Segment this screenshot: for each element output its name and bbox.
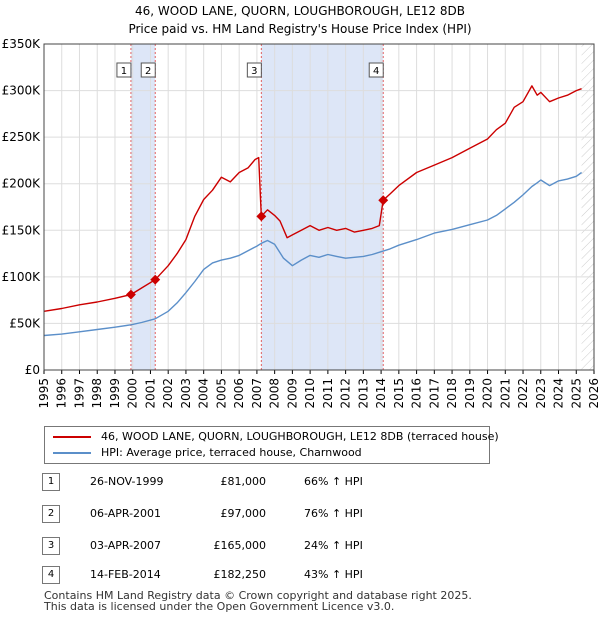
sale-hpi-change: 76% ↑ HPI xyxy=(304,507,363,520)
y-tick-label: £350K xyxy=(2,37,42,51)
chart-title-block: 46, WOOD LANE, QUORN, LOUGHBOROUGH, LE12… xyxy=(0,2,600,38)
footer: Contains HM Land Registry data © Crown c… xyxy=(44,590,472,612)
sale-price: £81,000 xyxy=(220,475,267,488)
x-tick-label: 2016 xyxy=(410,378,424,409)
x-tick-label: 2012 xyxy=(339,378,353,409)
x-tick-label: 2026 xyxy=(587,378,600,409)
x-tick-label: 2024 xyxy=(552,378,566,409)
sale-price: £165,000 xyxy=(213,539,267,552)
sale-row: 1 26-NOV-1999 £81,000 66% ↑ HPI xyxy=(42,473,442,491)
y-tick-label: £300K xyxy=(2,84,42,98)
x-tick-label: 2008 xyxy=(268,378,282,409)
x-tick-label: 2021 xyxy=(498,378,512,409)
x-tick-label: 2020 xyxy=(481,378,495,409)
y-tick-label: £250K xyxy=(2,130,42,144)
shaded-period xyxy=(261,44,384,370)
sale-hpi-change: 43% ↑ HPI xyxy=(304,568,363,581)
sale-marker-box xyxy=(368,62,384,78)
x-tick-label: 2001 xyxy=(143,378,157,409)
sale-marker-box xyxy=(140,62,156,78)
sale-row: 2 06-APR-2001 £97,000 76% ↑ HPI xyxy=(42,505,442,523)
sale-point xyxy=(256,211,267,222)
sale-date: 26-NOV-1999 xyxy=(90,475,164,488)
x-tick-label: 2010 xyxy=(303,378,317,409)
x-tick-label: 1997 xyxy=(72,378,86,409)
y-tick-label: £0 xyxy=(25,363,40,377)
shaded-period xyxy=(130,44,156,370)
x-tick-label: 1996 xyxy=(55,378,69,409)
sale-point xyxy=(125,289,136,300)
footer-licence: This data is licensed under the Open Gov… xyxy=(44,600,395,613)
sale-hpi-change: 24% ↑ HPI xyxy=(304,539,363,552)
y-tick-label: £150K xyxy=(2,223,42,237)
legend-swatch-hpi xyxy=(53,452,91,454)
legend-label-property: 46, WOOD LANE, QUORN, LOUGHBOROUGH, LE12… xyxy=(101,430,499,443)
sale-point xyxy=(378,195,389,206)
sale-marker-box xyxy=(246,62,262,78)
x-tick-label: 2023 xyxy=(534,378,548,409)
x-tick-label: 2007 xyxy=(250,378,264,409)
y-tick-label: £100K xyxy=(2,270,42,284)
sale-number: 3 xyxy=(42,537,60,555)
plot-frame xyxy=(43,43,595,371)
x-tick-label: 2002 xyxy=(161,378,175,409)
legend-swatch-property xyxy=(53,436,91,438)
legend-item-property: 46, WOOD LANE, QUORN, LOUGHBOROUGH, LE12… xyxy=(53,429,499,445)
x-tick-label: 2003 xyxy=(179,378,193,409)
x-tick-label: 2011 xyxy=(321,378,335,409)
y-tick-label: £200K xyxy=(2,177,42,191)
x-tick-label: 1998 xyxy=(90,378,104,409)
sale-number: 4 xyxy=(42,566,60,584)
sale-row: 3 03-APR-2007 £165,000 24% ↑ HPI xyxy=(42,537,442,555)
sale-row: 4 14-FEB-2014 £182,250 43% ↑ HPI xyxy=(42,566,442,584)
sale-date: 14-FEB-2014 xyxy=(90,568,161,581)
x-tick-label: 2025 xyxy=(569,378,583,409)
sale-marker-label: 3 xyxy=(251,66,257,77)
forecast-hatch xyxy=(581,44,594,370)
legend: 46, WOOD LANE, QUORN, LOUGHBOROUGH, LE12… xyxy=(44,426,499,464)
chart-subtitle: Price paid vs. HM Land Registry's House … xyxy=(128,22,472,36)
x-tick-label: 2004 xyxy=(197,378,211,409)
sale-date: 06-APR-2001 xyxy=(90,507,162,520)
legend-label-hpi: HPI: Average price, terraced house, Char… xyxy=(101,446,362,459)
x-tick-label: 1999 xyxy=(108,378,122,409)
x-tick-label: 2000 xyxy=(126,378,140,409)
chart-title: 46, WOOD LANE, QUORN, LOUGHBOROUGH, LE12… xyxy=(135,4,465,18)
sale-date: 03-APR-2007 xyxy=(90,539,162,552)
sale-point xyxy=(150,274,161,285)
sale-price: £182,250 xyxy=(213,568,267,581)
x-tick-label: 2022 xyxy=(516,378,530,409)
x-tick-label: 2015 xyxy=(392,378,406,409)
sale-number: 1 xyxy=(42,473,60,491)
sale-marker-label: 4 xyxy=(373,66,379,77)
footer-copyright: Contains HM Land Registry data © Crown c… xyxy=(44,589,472,602)
sale-marker-box xyxy=(116,62,132,78)
x-tick-label: 2017 xyxy=(427,378,441,409)
sale-hpi-change: 66% ↑ HPI xyxy=(304,475,363,488)
legend-item-hpi: HPI: Average price, terraced house, Char… xyxy=(53,445,362,461)
sale-marker-label: 1 xyxy=(121,66,127,77)
x-tick-label: 2019 xyxy=(463,378,477,409)
x-tick-label: 1995 xyxy=(37,378,51,409)
property-price-line xyxy=(43,85,582,312)
price-chart: £0 £50K £100K £150K £200K £250K £300K £350K 1995… xyxy=(2,37,600,409)
hpi-line xyxy=(43,171,583,337)
x-tick-label: 2013 xyxy=(356,378,370,409)
x-tick-label: 2006 xyxy=(232,378,246,409)
y-tick-label: £50K xyxy=(9,316,41,330)
sale-price: £97,000 xyxy=(220,507,267,520)
x-tick-label: 2009 xyxy=(285,378,299,409)
sale-marker-label: 2 xyxy=(145,66,151,77)
x-tick-label: 2014 xyxy=(374,378,388,409)
x-tick-label: 2018 xyxy=(445,378,459,409)
x-tick-label: 2005 xyxy=(214,378,228,409)
sale-number: 2 xyxy=(42,505,60,523)
